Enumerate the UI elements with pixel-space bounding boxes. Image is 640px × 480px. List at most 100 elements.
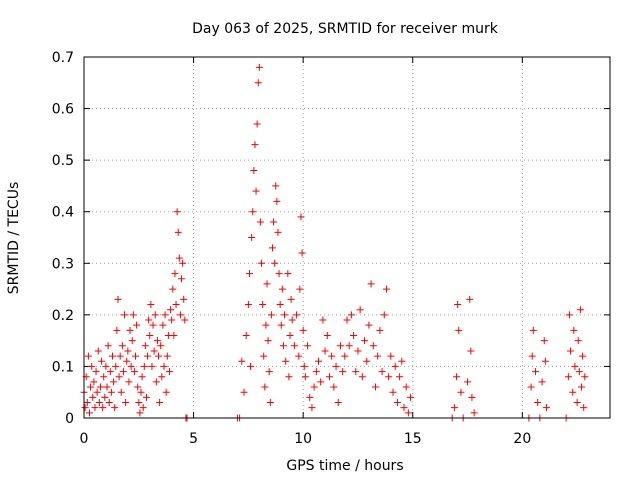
data-point bbox=[575, 368, 583, 376]
data-point bbox=[295, 352, 303, 360]
data-point bbox=[138, 373, 146, 381]
data-point bbox=[365, 321, 373, 329]
data-point bbox=[179, 259, 187, 267]
data-point bbox=[160, 362, 168, 370]
data-point bbox=[279, 342, 287, 350]
data-point bbox=[123, 357, 131, 365]
data-point bbox=[534, 399, 542, 407]
data-point bbox=[404, 409, 412, 417]
data-point bbox=[298, 249, 306, 257]
data-point bbox=[565, 311, 573, 319]
data-point bbox=[96, 383, 104, 391]
data-point bbox=[297, 213, 305, 221]
data-point bbox=[374, 352, 382, 360]
data-point bbox=[139, 404, 147, 412]
data-point bbox=[321, 347, 329, 355]
y-tick-label: 0.1 bbox=[52, 359, 74, 375]
data-point bbox=[111, 404, 119, 412]
data-point bbox=[369, 342, 377, 350]
data-point bbox=[174, 228, 182, 236]
data-point bbox=[161, 311, 169, 319]
data-point bbox=[115, 373, 123, 381]
data-point bbox=[105, 399, 113, 407]
data-point bbox=[175, 254, 183, 262]
data-point bbox=[467, 347, 475, 355]
data-point bbox=[398, 357, 406, 365]
data-point bbox=[147, 301, 155, 309]
data-point bbox=[275, 270, 283, 278]
data-point bbox=[393, 399, 401, 407]
data-point bbox=[315, 357, 323, 365]
data-point bbox=[287, 295, 295, 303]
data-point bbox=[470, 409, 478, 417]
data-point bbox=[402, 383, 410, 391]
data-point bbox=[87, 383, 95, 391]
data-point bbox=[127, 362, 135, 370]
data-point bbox=[304, 342, 312, 350]
data-point bbox=[454, 301, 462, 309]
data-point bbox=[281, 311, 289, 319]
data-point bbox=[117, 388, 125, 396]
data-point bbox=[339, 368, 347, 376]
data-point bbox=[153, 337, 161, 345]
data-point bbox=[136, 409, 144, 417]
data-point bbox=[102, 362, 110, 370]
data-point bbox=[124, 347, 132, 355]
data-point bbox=[540, 337, 548, 345]
data-point bbox=[158, 373, 166, 381]
data-point bbox=[391, 362, 399, 370]
data-point bbox=[144, 352, 152, 360]
data-point bbox=[248, 234, 256, 241]
data-point bbox=[300, 362, 308, 370]
y-tick-label: 0 bbox=[65, 411, 74, 427]
data-point bbox=[273, 197, 281, 205]
data-point bbox=[453, 373, 461, 381]
data-point bbox=[101, 393, 109, 401]
data-point bbox=[278, 285, 286, 293]
data-point bbox=[378, 368, 386, 376]
data-point bbox=[98, 357, 106, 365]
data-point bbox=[270, 218, 278, 226]
data-point bbox=[407, 393, 415, 401]
data-point bbox=[570, 326, 578, 334]
data-point bbox=[274, 228, 282, 236]
data-point bbox=[527, 383, 535, 391]
data-point bbox=[129, 311, 137, 319]
data-point bbox=[112, 362, 120, 370]
data-point bbox=[149, 321, 157, 329]
data-point bbox=[382, 285, 390, 293]
data-point bbox=[119, 368, 127, 376]
data-point bbox=[172, 301, 180, 309]
data-point bbox=[122, 399, 130, 407]
data-point bbox=[180, 295, 188, 303]
data-point bbox=[132, 352, 140, 360]
data-point bbox=[571, 362, 579, 370]
data-point bbox=[157, 342, 165, 350]
data-point bbox=[103, 383, 111, 391]
data-point bbox=[150, 347, 158, 355]
data-point bbox=[142, 393, 150, 401]
data-point bbox=[363, 357, 371, 365]
data-point bbox=[538, 378, 546, 386]
data-point bbox=[576, 306, 584, 314]
data-point bbox=[88, 362, 96, 370]
data-point bbox=[238, 357, 246, 365]
data-point bbox=[156, 399, 164, 407]
data-point bbox=[141, 342, 149, 350]
data-point bbox=[361, 337, 369, 345]
data-point bbox=[271, 259, 279, 267]
x-tick-label: 5 bbox=[189, 431, 198, 447]
data-point bbox=[285, 373, 293, 381]
data-point bbox=[578, 383, 586, 391]
data-point bbox=[121, 311, 129, 319]
x-axis-label: GPS time / hours bbox=[286, 458, 403, 474]
data-point bbox=[178, 275, 186, 283]
data-point bbox=[380, 311, 388, 319]
data-point bbox=[293, 311, 301, 319]
data-point bbox=[541, 357, 549, 365]
data-point bbox=[330, 383, 338, 391]
data-point bbox=[345, 342, 353, 350]
data-point bbox=[106, 368, 114, 376]
data-point bbox=[264, 337, 272, 345]
x-tick-label: 20 bbox=[513, 431, 531, 447]
